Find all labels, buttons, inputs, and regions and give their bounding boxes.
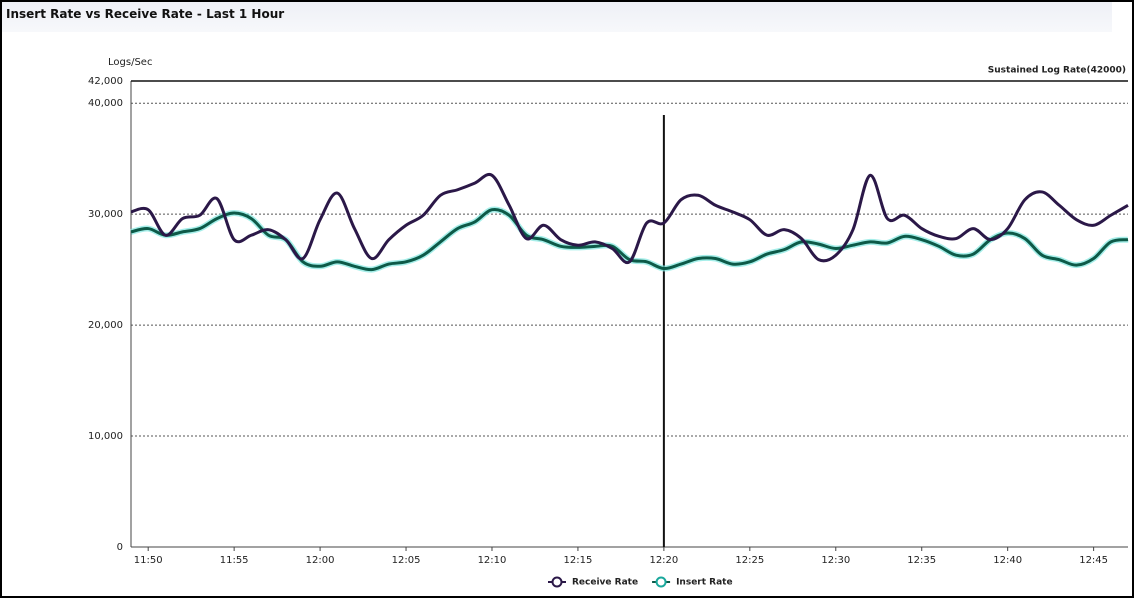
legend-label: Receive Rate (572, 578, 638, 588)
x-tick-label: 11:50 (134, 555, 163, 566)
y-tick-label: 20,000 (88, 320, 123, 331)
y-tick-label: 42,000 (88, 76, 123, 87)
x-tick-label: 12:25 (735, 555, 764, 566)
threshold-label: Sustained Log Rate(42000) (988, 66, 1126, 76)
chart-title: Insert Rate vs Receive Rate - Last 1 Hou… (6, 7, 285, 21)
y-tick-label: 10,000 (88, 431, 123, 442)
y-tick-label: 30,000 (88, 209, 123, 220)
x-tick-label: 12:00 (306, 555, 335, 566)
x-tick-label: 12:15 (564, 555, 593, 566)
legend-label: Insert Rate (676, 578, 733, 588)
x-tick-label: 12:10 (478, 555, 507, 566)
legend-marker (655, 576, 667, 588)
x-tick-label: 12:05 (392, 555, 421, 566)
x-tick-label: 12:30 (821, 555, 850, 566)
y-tick-label: 0 (117, 542, 123, 553)
y-tick-label: 40,000 (88, 98, 123, 109)
x-tick-label: 12:35 (907, 555, 936, 566)
x-tick-label: 11:55 (220, 555, 249, 566)
legend-marker (551, 576, 563, 588)
x-tick-label: 12:20 (649, 555, 678, 566)
series-line (130, 172, 1129, 265)
y-axis-label: Logs/Sec (108, 57, 152, 68)
x-tick-label: 12:40 (993, 555, 1022, 566)
x-tick-label: 12:45 (1079, 555, 1108, 566)
title-bar: Insert Rate vs Receive Rate - Last 1 Hou… (2, 2, 1112, 32)
